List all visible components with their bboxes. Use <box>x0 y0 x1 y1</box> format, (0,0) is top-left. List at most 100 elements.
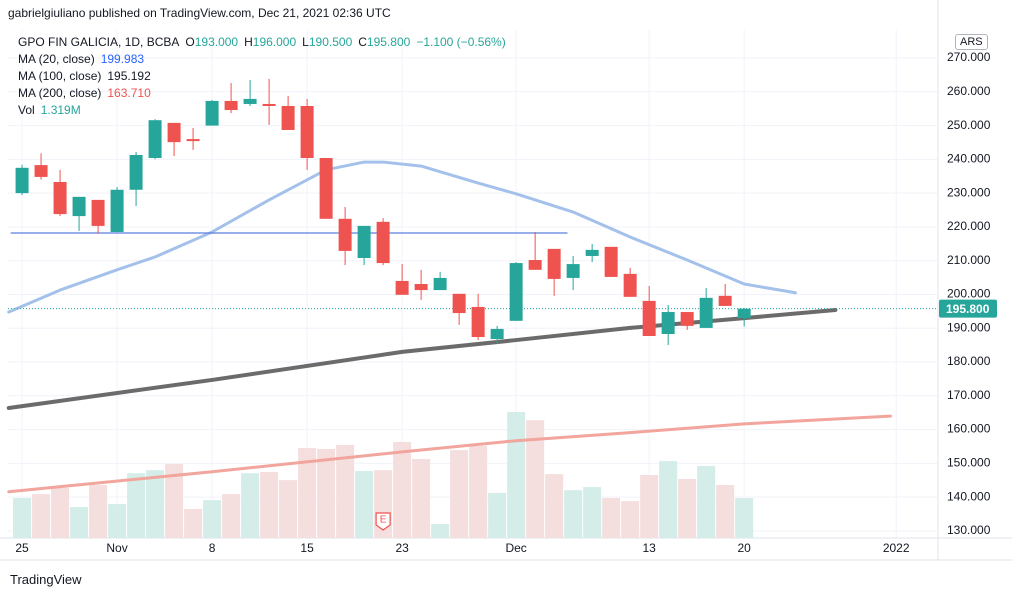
x-tick-label: Nov <box>106 541 127 555</box>
legend-row: MA (200, close) 163.710 <box>18 85 512 102</box>
volume-bar <box>659 461 678 538</box>
volume-bar <box>165 464 184 538</box>
last-price-label: 195.800 <box>946 302 990 316</box>
y-tick-label: 190.000 <box>947 320 991 334</box>
candle-body <box>300 105 314 159</box>
ohlc-key: C <box>358 35 367 49</box>
moving-average-line <box>7 414 892 494</box>
candle-body <box>15 167 29 194</box>
candle-body <box>661 312 675 334</box>
change: −1.100 (−0.56%) <box>416 35 506 49</box>
legend-row: GPO FIN GALICIA, 1D, BCBA O193.000 H196.00… <box>18 34 512 51</box>
symbol: GPO FIN GALICIA, 1D, BCBA <box>18 35 180 49</box>
x-tick-label: 25 <box>15 541 29 555</box>
x-tick-label: 8 <box>209 541 216 555</box>
candle-body <box>642 300 656 337</box>
series-name: MA (100, close) <box>18 69 102 83</box>
volume-bar <box>241 473 260 538</box>
candle-body <box>34 165 48 177</box>
candle-body <box>395 280 409 295</box>
x-tick-label: 2022 <box>883 541 910 555</box>
candle-body <box>148 120 162 159</box>
ohlc-value: 196.000 <box>252 35 297 49</box>
volume-bar <box>393 441 412 538</box>
volume-name: Vol <box>18 103 35 117</box>
candle-body <box>186 139 200 142</box>
candle-body <box>167 122 181 143</box>
y-tick-label: 180.000 <box>947 354 991 368</box>
volume-bar <box>222 494 241 538</box>
candle-body <box>433 277 447 291</box>
candle-body <box>566 264 580 278</box>
candle-body <box>680 312 694 326</box>
volume-bar <box>279 480 298 538</box>
series-value: 163.710 <box>107 86 151 100</box>
candle-body <box>110 189 124 232</box>
candle-body <box>585 249 599 256</box>
volume-bar <box>317 448 336 538</box>
candle-body <box>338 218 352 251</box>
legend-row: MA (20, close) 199.983 <box>18 51 512 68</box>
volume-bar <box>640 475 659 538</box>
candle-body <box>737 308 751 319</box>
legend-row: Vol 1.319M <box>18 102 512 119</box>
x-tick-label: 23 <box>395 541 409 555</box>
volume-bar <box>526 420 545 538</box>
volume-bar <box>51 488 70 538</box>
y-tick-label: 130.000 <box>947 523 991 537</box>
candle-body <box>414 284 428 291</box>
y-tick-label: 210.000 <box>947 253 991 267</box>
candle-body <box>205 100 219 126</box>
candle-body <box>547 248 561 279</box>
x-tick-label: 20 <box>737 541 751 555</box>
candle-body <box>509 263 523 321</box>
attribution: gabrielgiuliano published on TradingView… <box>8 6 391 20</box>
volume-bar <box>545 474 564 538</box>
volume-bar <box>260 471 279 538</box>
volume-bar <box>469 445 488 538</box>
last-price-badge <box>939 299 997 318</box>
candle-body <box>452 293 466 314</box>
brand[interactable]: TradingView <box>10 572 82 587</box>
ohlc-value: 193.000 <box>194 35 239 49</box>
y-tick-label: 140.000 <box>947 489 991 503</box>
candle-body <box>623 273 637 297</box>
y-tick-label: 160.000 <box>947 422 991 436</box>
candle-body <box>471 306 485 338</box>
candle-body <box>91 199 105 226</box>
volume-bar <box>146 470 165 538</box>
series-name: MA (20, close) <box>18 52 95 66</box>
candle-body <box>53 181 67 215</box>
candle-body <box>243 98 257 104</box>
volume-bar <box>716 484 735 538</box>
y-tick-label: 240.000 <box>947 152 991 166</box>
candle-body <box>224 100 238 111</box>
y-tick-label: 260.000 <box>947 84 991 98</box>
volume-bar <box>564 490 583 538</box>
candle-body <box>357 225 371 258</box>
moving-average-line <box>7 160 797 314</box>
volume-bar <box>336 445 355 538</box>
y-tick-label: 200.000 <box>947 287 991 301</box>
volume-bar <box>298 448 317 538</box>
y-tick-label: 150.000 <box>947 456 991 470</box>
brand-name: TradingView <box>10 572 82 587</box>
candle-body <box>281 105 295 130</box>
candle-body <box>699 297 713 328</box>
ohlc-key: H <box>244 35 253 49</box>
currency-button[interactable]: ARS <box>955 34 988 50</box>
volume-bar <box>621 501 640 538</box>
volume-bar <box>583 487 602 538</box>
y-tick-label: 230.000 <box>947 185 991 199</box>
volume-bar <box>602 498 621 538</box>
volume-bar <box>108 504 127 538</box>
volume-bar <box>13 498 32 538</box>
x-tick-label: 15 <box>300 541 314 555</box>
y-tick-label: 220.000 <box>947 219 991 233</box>
legend-row: MA (100, close) 195.192 <box>18 68 512 85</box>
volume-bar <box>184 508 203 538</box>
volume-bar <box>127 473 146 538</box>
legend: GPO FIN GALICIA, 1D, BCBA O193.000 H196.00… <box>18 34 512 119</box>
